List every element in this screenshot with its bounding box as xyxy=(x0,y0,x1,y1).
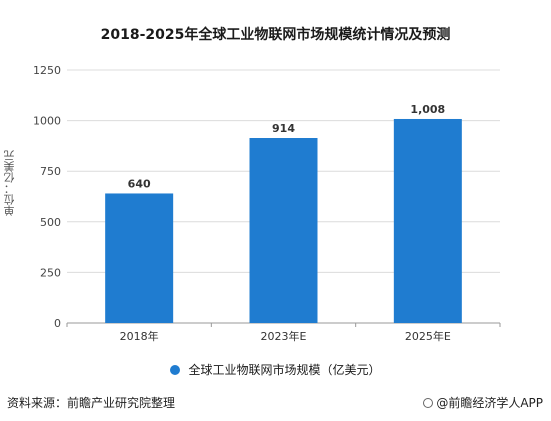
data-label: 1,008 xyxy=(410,103,445,116)
source-note: 资料来源：前瞻产业研究院整理 xyxy=(7,396,176,410)
bar xyxy=(105,193,174,323)
bars xyxy=(105,118,462,323)
y-tick-label: 750 xyxy=(40,165,61,178)
legend-label: 全球工业物联网市场规模（亿美元） xyxy=(188,363,381,377)
legend-swatch xyxy=(170,364,181,375)
brand-label: @前瞻经济学人APP xyxy=(436,396,543,410)
y-tick-label: 1000 xyxy=(33,115,61,128)
y-tick-label: 0 xyxy=(54,317,61,330)
y-tick-label: 500 xyxy=(40,216,61,229)
x-tick-label: 2018年 xyxy=(120,329,159,343)
brand-credit: @前瞻经济学人APP xyxy=(423,394,543,411)
y-axis-ticks: 0 250 500 750 1000 1250 xyxy=(33,64,61,330)
chart-title: 2018-2025年全球工业物联网市场规模统计情况及预测 xyxy=(100,27,451,43)
brand-logo-icon xyxy=(423,398,434,408)
legend: 全球工业物联网市场规模（亿美元） xyxy=(0,361,551,378)
bar xyxy=(249,138,318,323)
data-label: 640 xyxy=(128,177,151,190)
data-label: 914 xyxy=(272,122,295,135)
y-tick-label: 250 xyxy=(40,266,61,279)
bar xyxy=(393,118,462,323)
x-tick-label: 2023年E xyxy=(261,329,307,343)
data-labels: 640 914 1,008 xyxy=(128,103,446,190)
y-tick-label: 1250 xyxy=(33,64,61,77)
x-tick-label: 2025年E xyxy=(405,329,451,343)
x-axis-ticks: 2018年 2023年E 2025年E xyxy=(66,323,501,343)
